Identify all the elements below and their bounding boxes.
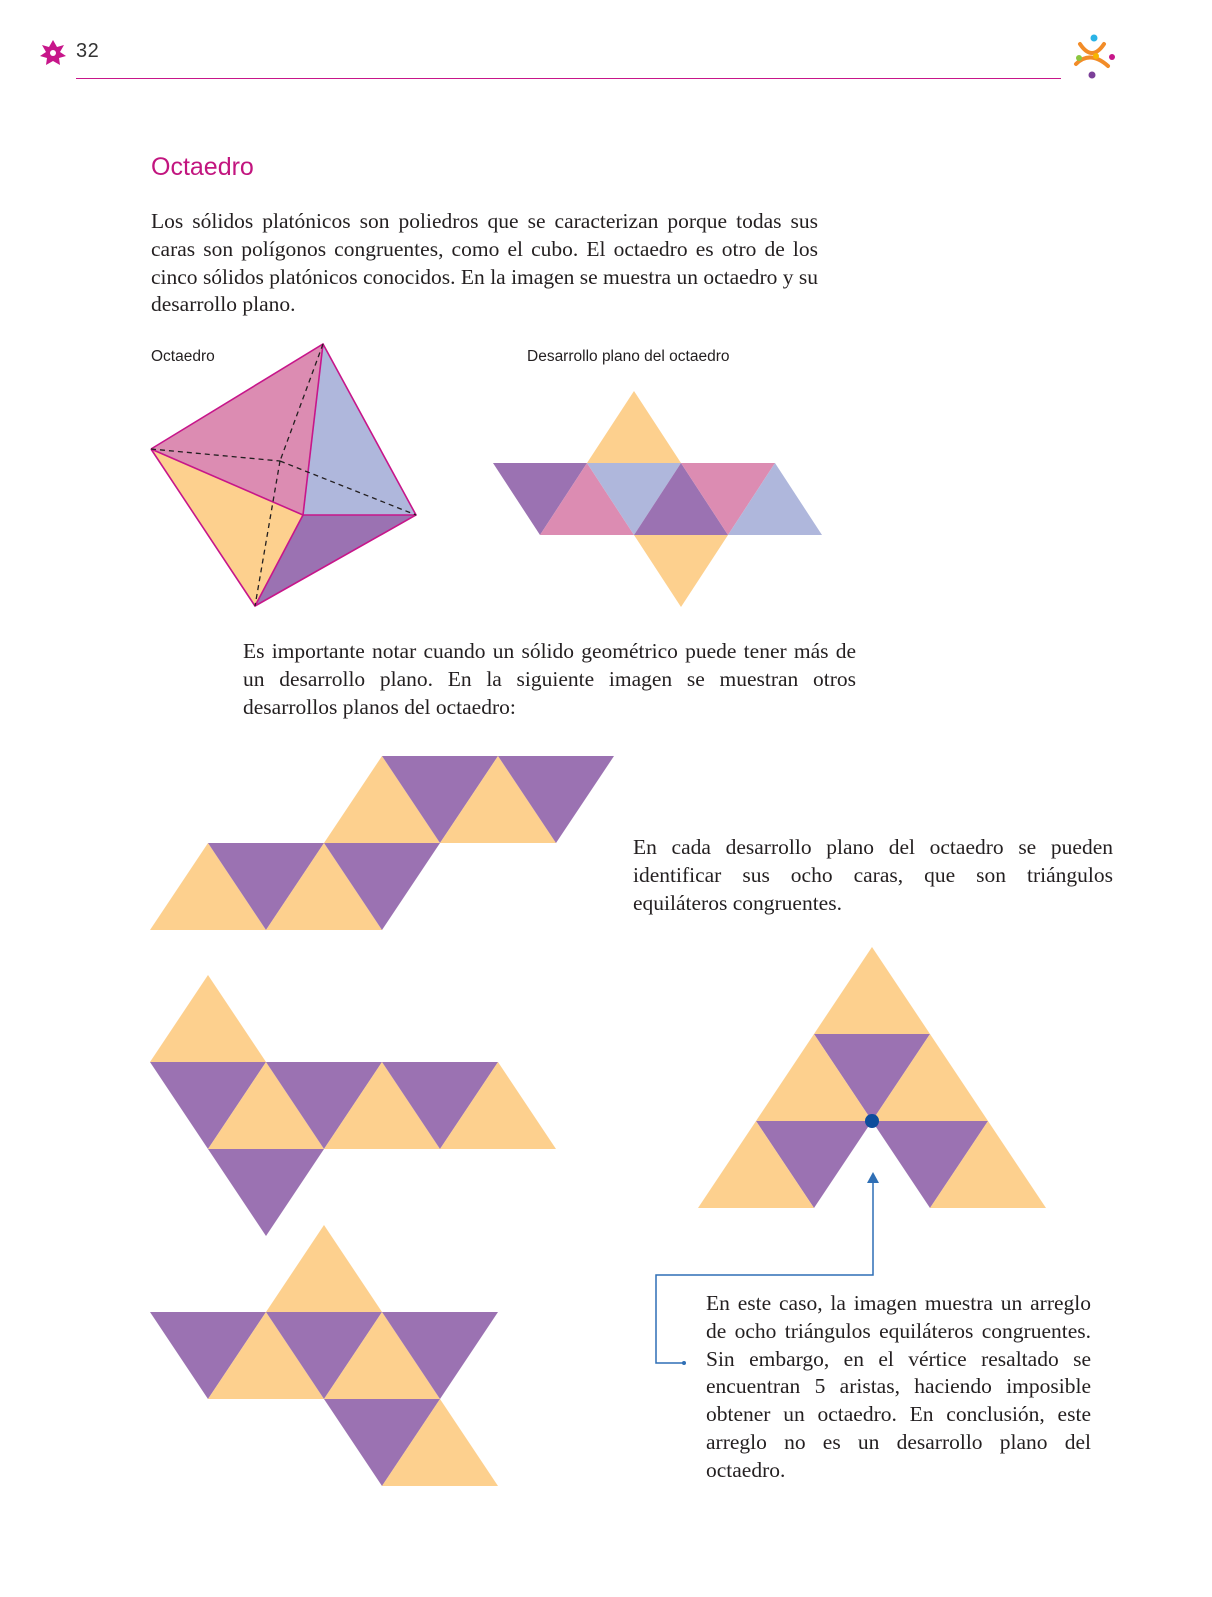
intro-paragraph: Los sólidos platónicos son poliedros que… (151, 209, 818, 317)
face-top-right (303, 344, 416, 515)
invalid-arrangement-figure (698, 947, 1046, 1208)
section-title: Octaedro (151, 153, 254, 181)
callout-paragraph: En este caso, la imagen muestra un arreg… (706, 1291, 1091, 1482)
octahedron-net-figure (493, 391, 822, 607)
callout-connector (655, 1172, 879, 1365)
page-number: 32 (76, 40, 100, 62)
solid-caption: Octaedro (151, 348, 215, 365)
face-top-left (151, 344, 323, 515)
alternate-net-c (150, 1225, 498, 1486)
net-caption: Desarrollo plano del octaedro (527, 348, 730, 365)
faces-paragraph: En cada desarrollo plano del octaedro se… (633, 835, 1113, 915)
flower-ornament-icon (40, 40, 66, 65)
colorful-figures-logo-icon (1074, 34, 1115, 79)
alternate-net-a (150, 756, 614, 930)
alternate-net-b (150, 975, 556, 1236)
highlighted-vertex (865, 1114, 879, 1128)
octahedron-solid-figure (150, 342, 418, 608)
header-rule (76, 78, 1061, 79)
multiple-nets-paragraph: Es importante notar cuando un sólido geo… (243, 639, 856, 719)
face-bottom-left (151, 449, 303, 606)
